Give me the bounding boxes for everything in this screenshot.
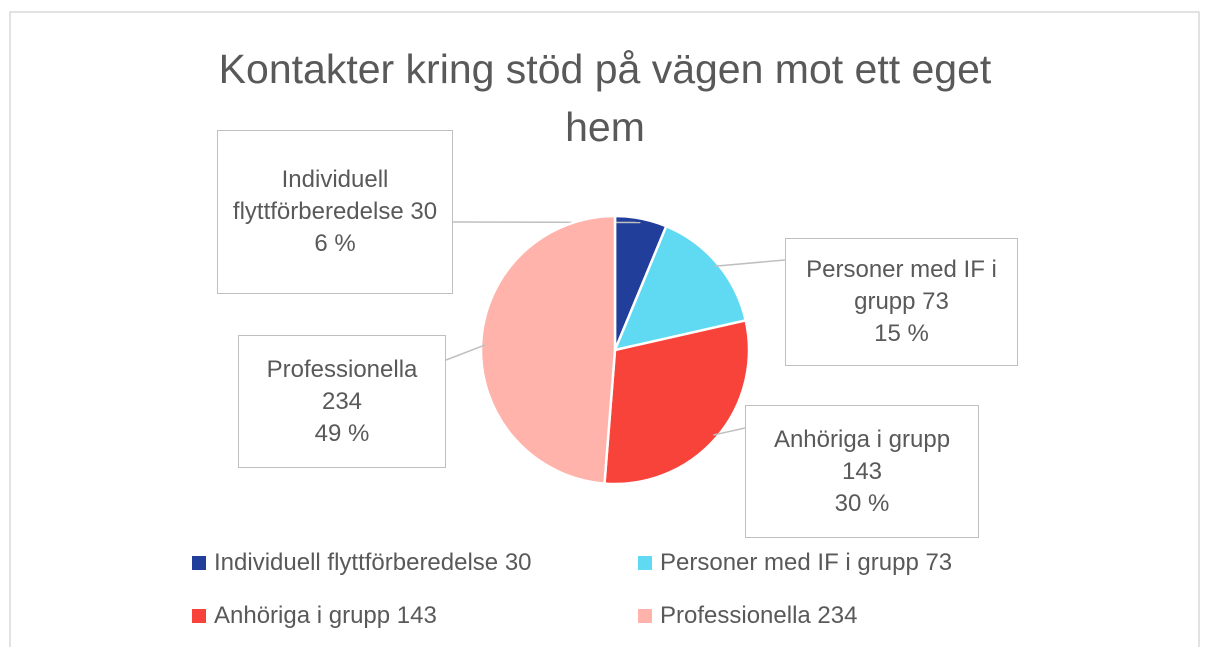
data-label: Personer med IF i grupp 73 15 % [785,238,1018,366]
data-label-main: Personer med IF i grupp 73 [794,254,1009,318]
data-label-value: 73 [922,288,949,315]
data-label-main: Anhöriga i grupp 143 [754,424,970,488]
pie-slice [479,214,617,485]
data-label-value: 143 [841,457,883,485]
data-label-name: Anhöriga i grupp [773,425,951,453]
data-label-name: Individuell flyttförberedelse [232,166,404,225]
data-label-value: 234 [321,387,363,415]
data-label-name: Professionella [266,355,418,383]
pie-slice [603,318,751,486]
data-label-main: Professionella 234 [247,354,437,418]
leader-line [713,427,746,436]
data-label-percent: 6 % [314,230,356,257]
pie-slice [612,224,748,352]
legend-entry: Personer med IF i grupp 73 [660,549,953,576]
leader-line [714,259,786,267]
data-label: Professionella 234 49 % [238,335,446,468]
data-label-value: 30 [410,198,438,225]
legend-swatch [192,556,206,570]
legend-entry: Professionella 234 [660,602,858,629]
chart-title: Kontakter kring stöd på vägen mot ett eg… [218,46,992,150]
data-label: Anhöriga i grupp 143 30 % [745,405,979,538]
data-label-main: Individuell flyttförberedelse 30 [226,164,444,228]
legend-entry: Individuell flyttförberedelse 30 [214,549,532,576]
data-label-percent: 49 % [314,419,370,447]
leader-line [445,344,486,361]
legend-swatch [638,556,652,570]
legend-swatch [638,609,652,623]
data-label-name: Personer med IF i grupp [806,256,997,315]
chart-border [9,11,1200,647]
data-label-percent: 30 % [834,489,890,517]
data-label-percent: 15 % [874,320,929,347]
data-label: Individuell flyttförberedelse 30 6 % [217,130,453,294]
legend-swatch [192,609,206,623]
legend-entry: Anhöriga i grupp 143 [214,602,437,629]
